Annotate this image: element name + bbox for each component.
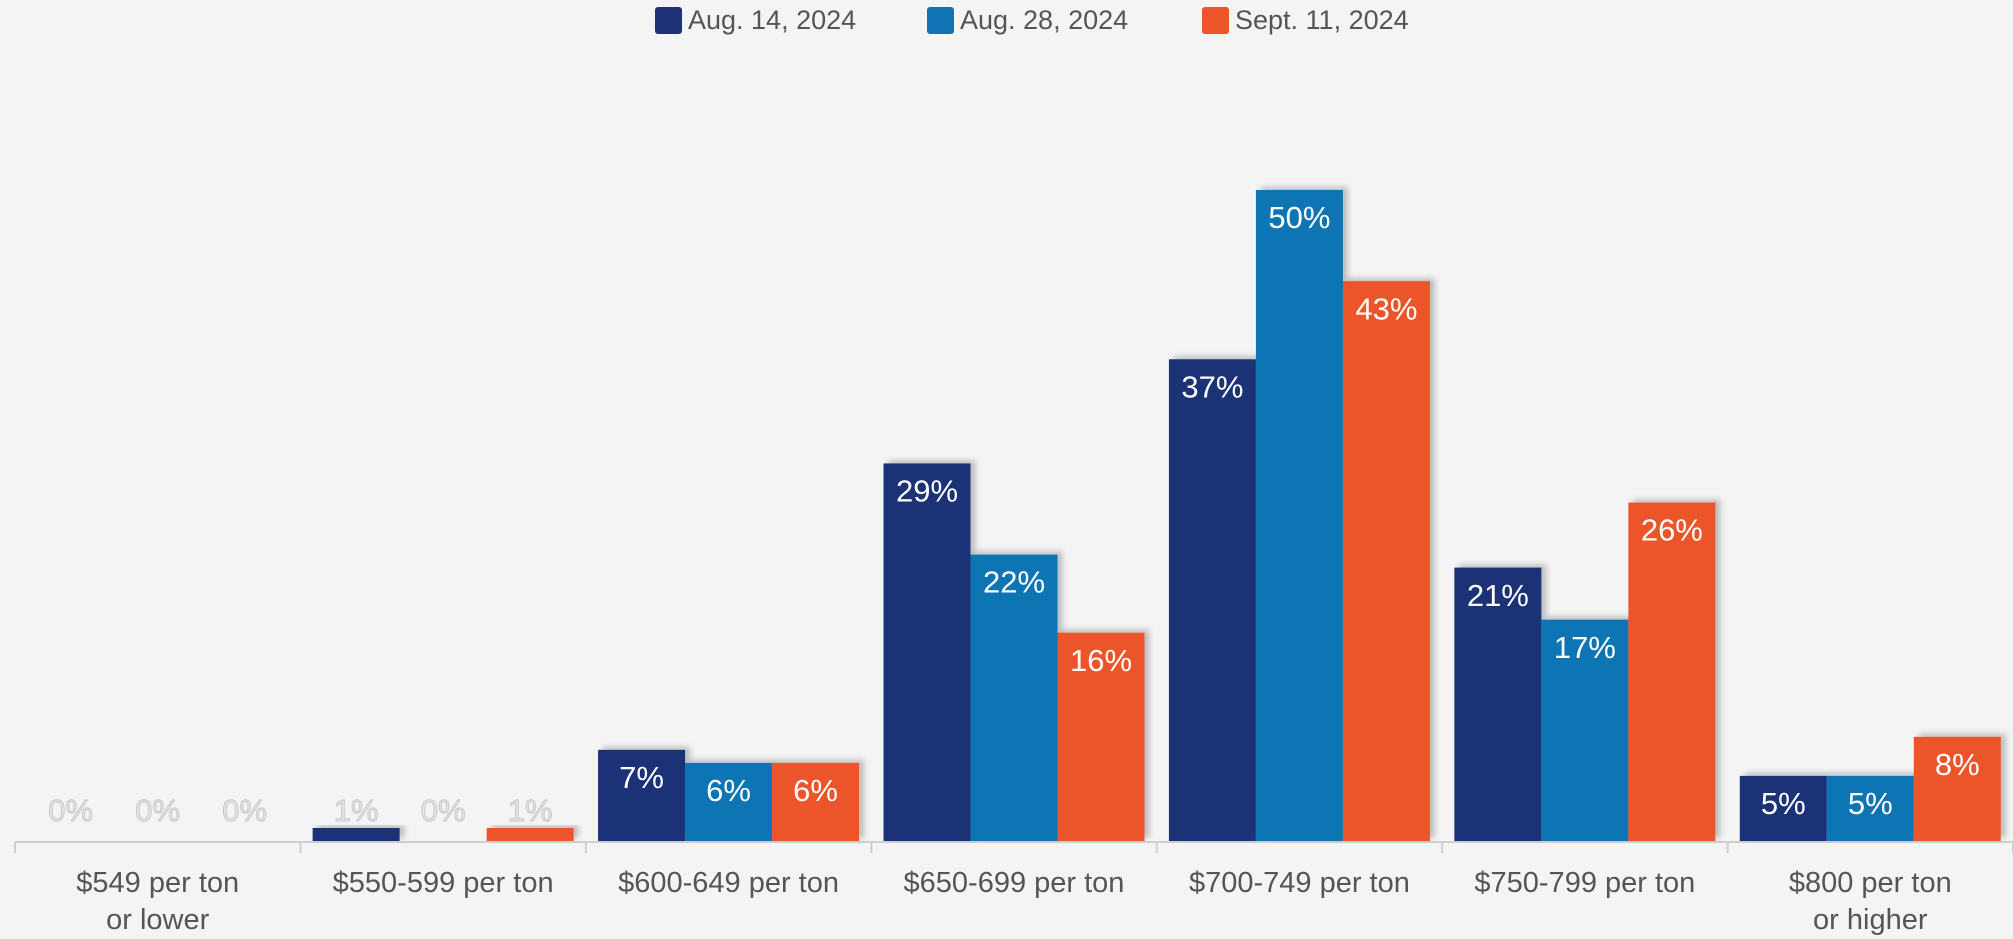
bar [772,762,860,841]
data-label: 43% [1355,291,1417,326]
x-tick-label: $700-749 per ton [1188,867,1410,899]
data-label: 6% [706,773,751,808]
bar [598,749,686,841]
x-tick-label: $800 per ton or higher [1788,867,1952,936]
data-label: 22% [983,565,1045,600]
bar [486,827,574,841]
bar [1541,619,1629,841]
data-label: 0% [222,793,267,828]
x-tick-label: $600-649 per ton [618,867,839,899]
bar [1913,736,2001,841]
bar [1739,775,1827,841]
bar [1826,775,1914,841]
data-label: 29% [896,474,958,509]
bar [1168,359,1256,841]
bar [970,554,1058,841]
bar [1057,632,1145,841]
data-label: 7% [619,760,664,795]
data-label: 37% [1181,369,1243,404]
bar [883,463,971,841]
bar [685,762,773,841]
data-label: 5% [1848,786,1893,821]
data-label: 8% [1935,747,1980,782]
data-label: 1% [508,793,553,828]
data-label: 26% [1641,513,1703,548]
bar [1342,281,1430,841]
data-label: 17% [1554,630,1616,665]
x-tick-label: $650-699 per ton [903,867,1125,899]
bar [1454,567,1542,841]
x-tick-label: $549 per ton or lower [76,867,240,936]
bar [1255,190,1343,841]
legend-swatch [927,7,954,34]
x-tick-label: $750-799 per ton [1474,867,1696,899]
data-label: 0% [135,793,180,828]
data-label: 16% [1070,643,1132,678]
legend-swatch [655,7,682,34]
data-label: 1% [334,793,379,828]
data-label: 0% [48,793,93,828]
data-label: 6% [793,773,838,808]
legend-label: Sept. 11, 2024 [1235,5,1409,35]
data-label: 5% [1761,786,1806,821]
x-tick-label: $550-599 per ton [332,867,554,899]
data-label: 21% [1467,578,1529,613]
legend-swatch [1202,7,1229,34]
bar [1628,502,1716,841]
legend-label: Aug. 28, 2024 [960,5,1128,35]
data-label: 50% [1268,200,1330,235]
bar [312,827,400,841]
data-label: 0% [421,793,466,828]
legend-label: Aug. 14, 2024 [688,5,856,35]
